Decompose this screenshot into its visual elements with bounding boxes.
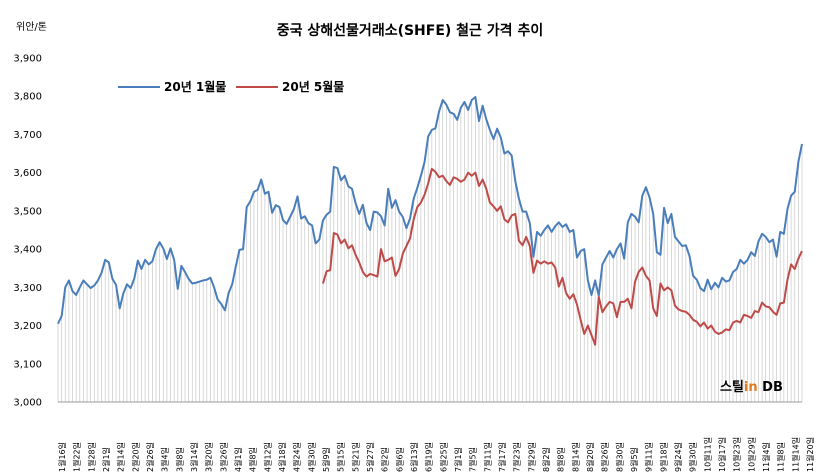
x-tick-label: 4월12일 (262, 442, 272, 472)
x-tick-label: 10월23일 (732, 437, 742, 472)
y-tick-label: 3,200 (13, 321, 42, 332)
x-tick-label: 10월11일 (702, 437, 712, 472)
logo-part-1: 스틸 (720, 380, 744, 395)
x-tick-label: 6월19일 (424, 442, 434, 472)
x-tick-label: 5월9일 (321, 447, 331, 472)
y-tick-label: 3,500 (13, 206, 42, 217)
x-tick-label: 1월22일 (72, 442, 82, 472)
x-tick-label: 2월26일 (145, 442, 155, 472)
x-tick-label: 10월29일 (746, 437, 756, 472)
x-tick-label: 2월1일 (101, 447, 111, 472)
svg-text:스틸in DB: 스틸in DB (720, 380, 783, 395)
x-tick-label: 5월21일 (350, 442, 360, 472)
x-tick-label: 8월26일 (600, 442, 610, 472)
x-tick-label: 3월26일 (218, 442, 228, 472)
x-tick-label: 8월14일 (570, 442, 580, 472)
y-tick-label: 3,700 (13, 130, 42, 141)
logo-part-3: DB (758, 380, 783, 395)
x-tick-label: 8월2일 (541, 447, 551, 472)
x-tick-label: 9월24일 (673, 442, 683, 472)
x-tick-label: 3월14일 (189, 442, 199, 472)
series-line-jan (57, 95, 803, 325)
x-tick-label: 7월11일 (482, 442, 492, 472)
x-tick-label: 10월17일 (717, 437, 727, 472)
series-lines (57, 95, 803, 346)
x-tick-label: 3월4일 (160, 447, 170, 472)
x-tick-label: 7월29일 (526, 442, 536, 472)
y-tick-label: 3,100 (13, 359, 42, 370)
x-tick-label: 8월30일 (614, 442, 624, 472)
series-line-may (321, 167, 803, 346)
x-tick-label: 3월8일 (174, 447, 184, 472)
y-tick-label: 3,600 (13, 168, 42, 179)
x-tick-label: 6월6일 (394, 447, 404, 472)
logo-part-2: in (744, 380, 758, 395)
x-tick-label: 5월27일 (365, 442, 375, 472)
x-tick-label: 11월4일 (761, 442, 771, 472)
y-tick-labels: 3,000 3,100 3,200 3,300 3,400 3,500 3,600 3,700… (13, 54, 42, 409)
x-tick-label: 1월16일 (57, 442, 67, 472)
y-tick-label: 3,400 (13, 245, 42, 256)
x-tick-label: 2월20일 (130, 442, 140, 472)
x-tick-label: 4월24일 (292, 442, 302, 472)
steelin-db-logo: 스틸in DB (720, 380, 783, 395)
x-tick-label: 2월14일 (116, 442, 126, 472)
legend: 20년 1월물 20년 5월물 (118, 79, 344, 94)
x-tick-labels: 1월16일 1월22일 1월28일 2월1일 2월14일 2월20일 2월26일 3월4일 3월… (57, 437, 815, 472)
x-tick-label: 5월15일 (336, 442, 346, 472)
x-tick-label: 7월23일 (512, 442, 522, 472)
x-tick-label: 9월5일 (629, 447, 639, 472)
x-tick-label: 11월14일 (790, 437, 800, 472)
x-tick-label: 3월20일 (204, 442, 214, 472)
x-tick-label: 4월1일 (233, 447, 243, 472)
y-tick-label: 3,800 (13, 92, 42, 103)
x-tick-label: 9월11일 (644, 442, 654, 472)
x-tick-label: 4월30일 (306, 442, 316, 472)
legend-label-may: 20년 5월물 (282, 79, 344, 94)
x-tick-label: 4월18일 (277, 442, 287, 472)
x-tick-label: 11월8일 (776, 442, 786, 472)
x-tick-label: 6월13일 (409, 442, 419, 472)
x-tick-label: 8월8일 (556, 447, 566, 472)
x-tick-label: 6월2일 (380, 447, 390, 472)
y-tick-label: 3,000 (13, 398, 42, 409)
x-tick-label: 7월5일 (468, 447, 478, 472)
x-tick-label: 9월18일 (658, 442, 668, 472)
chart-title: 중국 상해선물거래소(SHFE) 철근 가격 추이 (277, 22, 543, 39)
x-tick-label: 7월1일 (453, 447, 463, 472)
x-tick-label: 8월20일 (585, 442, 595, 472)
x-tick-label: 6월25일 (438, 442, 448, 472)
x-tick-label: 11월20일 (805, 437, 815, 472)
x-tick-label: 9월30일 (688, 442, 698, 472)
y-tick-label: 3,900 (13, 54, 42, 65)
x-tick-label: 1월28일 (86, 442, 96, 472)
y-tick-label: 3,300 (13, 283, 42, 294)
x-tick-label: 4월8일 (248, 447, 258, 472)
y-axis-unit: 위안/톤 (16, 20, 47, 33)
legend-label-jan: 20년 1월물 (164, 79, 226, 94)
x-tick-label: 7월17일 (497, 442, 507, 472)
